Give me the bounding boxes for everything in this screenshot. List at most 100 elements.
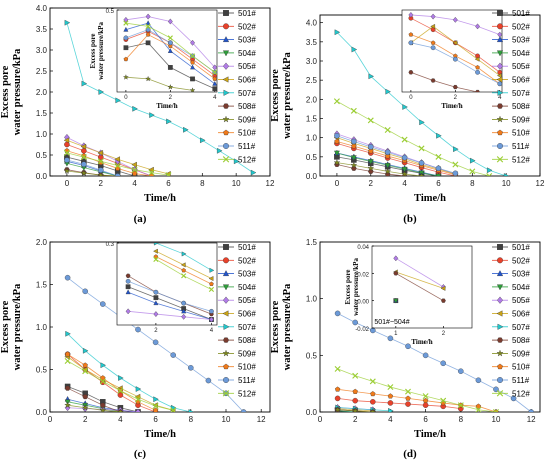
y-tick-label: 1.5	[36, 281, 48, 290]
data-point	[222, 36, 230, 43]
series-line-510	[336, 141, 456, 176]
data-point	[64, 157, 70, 163]
data-point	[145, 75, 152, 82]
data-point	[80, 143, 87, 150]
data-point	[435, 165, 442, 172]
x-tick-label: 2	[169, 95, 173, 101]
x-tick-label: 2	[454, 95, 458, 101]
data-point	[222, 349, 230, 357]
data-point	[496, 36, 504, 43]
series-group	[63, 19, 257, 176]
data-point	[351, 407, 359, 412]
series-line-508	[410, 71, 478, 92]
data-point	[152, 403, 159, 410]
data-point	[475, 406, 482, 412]
data-point	[430, 40, 436, 45]
data-point	[368, 148, 374, 154]
data-point	[123, 45, 129, 51]
data-point	[63, 149, 70, 156]
data-point	[212, 81, 217, 86]
data-point	[222, 337, 230, 343]
data-point	[80, 154, 87, 161]
data-point	[475, 69, 480, 75]
data-point	[440, 397, 447, 404]
data-point	[152, 407, 159, 412]
series-line-508	[66, 169, 118, 176]
data-point	[145, 23, 151, 29]
data-point	[351, 46, 358, 53]
x-tick-label: 10	[502, 179, 511, 188]
data-point	[334, 29, 341, 36]
legend-label: 502#	[512, 22, 530, 31]
x-tick-label: 10	[492, 415, 501, 424]
y-tick-label: 1.0	[36, 130, 48, 139]
y-tick-label: 3.0	[306, 57, 318, 66]
data-point	[367, 117, 374, 124]
series-line-508	[67, 387, 121, 412]
legend-label: 512#	[512, 155, 530, 164]
data-point	[452, 40, 458, 46]
data-point	[222, 50, 230, 57]
data-point	[452, 170, 459, 176]
data-point	[117, 408, 124, 412]
data-point	[205, 377, 212, 384]
data-point	[222, 270, 230, 277]
series-line-507	[67, 333, 191, 412]
x-tick-label: 0	[335, 179, 340, 188]
y-tick-label: 0.5	[306, 351, 318, 360]
data-point	[475, 403, 482, 409]
series-line-511	[127, 280, 212, 312]
data-point	[64, 358, 71, 364]
y-tick-label: 0.3	[106, 242, 115, 248]
y-tick-label: 2.5	[36, 67, 48, 76]
inset-y-axis-label: Excess pore	[89, 33, 97, 68]
chart-panel-2: 0 2 4 6 8 10 12 0.0 0.5 1.0 1.5 2.0 2.5 3.0 3.5 4.0 Exce…	[270, 9, 545, 225]
inset-frame	[371, 245, 473, 329]
data-point	[493, 409, 499, 412]
series-line-505	[66, 137, 152, 176]
legend-label: 512#	[238, 389, 256, 398]
data-point	[387, 335, 394, 342]
data-point	[418, 145, 425, 152]
x-axis-label: Time/h	[414, 193, 446, 204]
data-point	[222, 390, 230, 397]
legend: 501# 502# 503# 504# 505# 506# 507# 508# 509# 510#…	[492, 9, 530, 164]
data-point	[497, 323, 504, 330]
data-point	[153, 311, 159, 317]
data-point	[497, 81, 502, 87]
data-point	[350, 155, 357, 161]
data-point	[497, 89, 504, 96]
data-point	[170, 407, 177, 412]
panel-label: (d)	[403, 448, 417, 460]
legend-label: 511#	[238, 142, 256, 151]
legend-label: 510#	[238, 129, 256, 138]
inset-x-axis-label: Time/h	[441, 102, 462, 110]
data-point	[165, 172, 172, 176]
data-point	[222, 156, 230, 163]
y-tick-label: 0.02	[357, 272, 369, 278]
data-point	[123, 35, 129, 41]
data-point	[135, 386, 142, 392]
data-point	[209, 308, 214, 314]
data-point	[422, 352, 429, 359]
data-point	[250, 169, 257, 176]
series-line-504	[67, 401, 121, 412]
data-point	[222, 296, 230, 304]
data-point	[393, 298, 399, 304]
data-point	[452, 84, 458, 90]
data-point	[223, 244, 229, 250]
series-line-506	[336, 137, 456, 175]
data-point	[114, 156, 120, 163]
x-tick-label: 2	[154, 328, 158, 334]
legend: 501# 502# 503# 504# 505# 506# 507# 508# 509# 510#…	[492, 243, 530, 398]
data-point	[497, 143, 503, 149]
series-group	[333, 29, 510, 176]
x-tick-label: 8	[459, 415, 464, 424]
x-tick-label: 2	[369, 179, 374, 188]
data-point	[435, 173, 442, 176]
x-tick-label: 4	[388, 415, 393, 424]
x-tick-label: 8	[189, 415, 194, 424]
y-tick-label: 3.5	[306, 38, 318, 47]
y-tick-label: 2.0	[36, 88, 48, 97]
data-point	[458, 368, 464, 374]
